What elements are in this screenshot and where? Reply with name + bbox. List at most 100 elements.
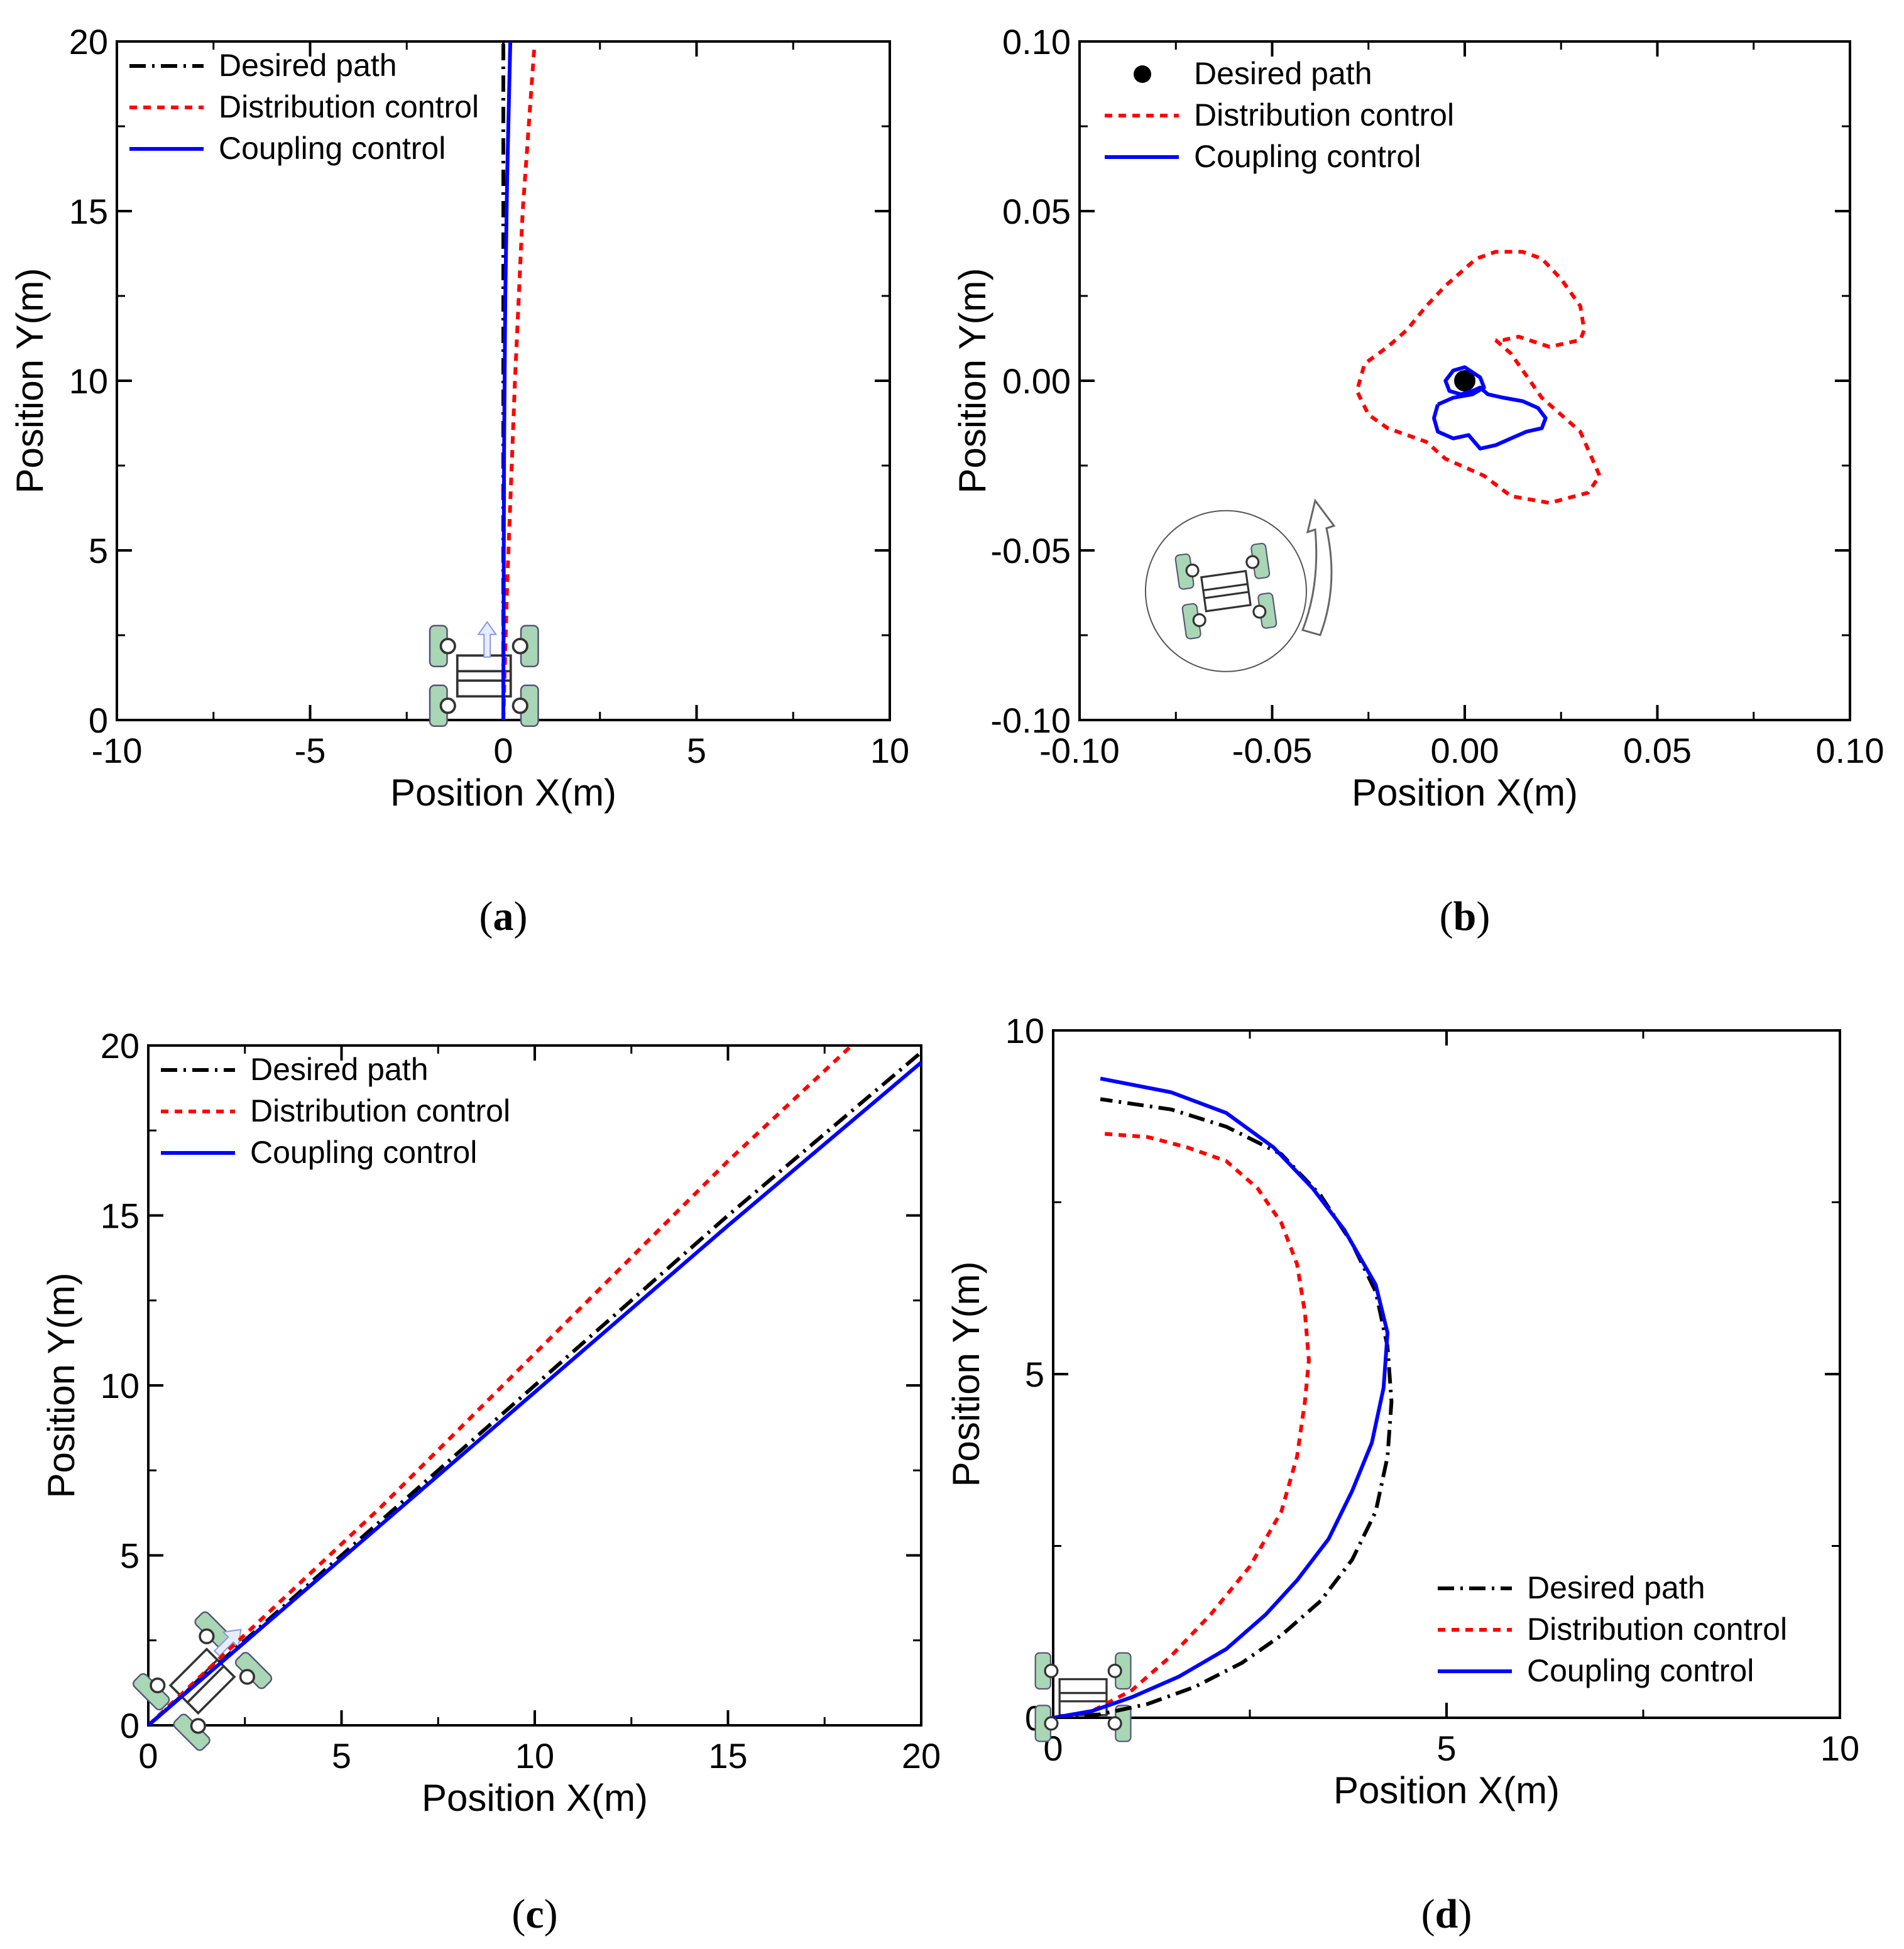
y-axis-title: Position Y(m) [40,1272,82,1498]
legend-label: Desired path [1527,1570,1705,1605]
x-axis-title: Position X(m) [1352,772,1578,814]
distribution-control-line [1355,249,1602,505]
legend: Desired path Distribution control Coupling… [129,48,479,166]
robot-joint [512,638,528,655]
rotation-arrow-icon [1301,498,1336,636]
robot-chassis [1200,570,1252,613]
robot-joint [1252,604,1267,619]
legend-label: Desired path [219,48,397,83]
x-tick-label: 10 [1820,1728,1859,1768]
y-axis-title: Position Y(m) [9,268,51,493]
x-tick-label: 5 [1436,1728,1456,1768]
robot-wheel [234,1652,273,1690]
x-tick-label: -0.10 [1039,731,1120,770]
x-tick-label: 0 [493,731,513,770]
desired-point [1454,370,1475,391]
y-tick-label: 5 [89,531,108,571]
y-tick-label: 5 [120,1536,140,1576]
robot-joint [439,697,456,714]
x-tick-label: 0.00 [1431,731,1499,770]
y-tick-label: 0.10 [1002,22,1071,62]
heading-arrow-icon [477,621,498,658]
x-tick-label: 5 [332,1736,351,1776]
y-tick-label: 10 [1005,1011,1044,1051]
legend: Desired path Distribution control Coupling… [1105,56,1454,174]
legend-label: Distribution control [250,1093,510,1128]
y-tick-label: 10 [101,1366,140,1406]
panel-b: -0.10 -0.05 0.00 0.05 0.10 -0.10 -0.05 0.00 0.05… [951,22,1885,939]
robot-icon [1174,542,1278,640]
y-tick-label: 20 [101,1026,140,1066]
y-axis-title: Position Y(m) [945,1261,987,1487]
robot-joint [199,1628,215,1644]
coupling-control-line [501,41,513,720]
y-tick-label: 5 [1025,1355,1044,1394]
x-axis-title: Position X(m) [390,772,616,814]
x-tick-label: 10 [515,1736,554,1776]
y-axis-title: Position Y(m) [951,268,993,493]
rotation-circle [1144,510,1307,672]
plot-data [1355,249,1602,505]
distribution-control-line [148,1045,853,1725]
legend-label: Desired path [1194,56,1372,91]
plot-data [501,41,537,720]
robot-joint [190,1718,206,1734]
y-tick-label: 20 [69,22,108,62]
robot-joint [439,638,456,655]
distribution-control-line [1053,1132,1311,1718]
robot-chassis [1058,1678,1108,1717]
coupling-control-line [1432,365,1548,450]
robot-joint [1044,1663,1059,1678]
plot-data [148,1045,921,1725]
y-tick-label: 15 [101,1196,140,1236]
desired-path-line [1053,1097,1394,1718]
x-tick-label: 0 [138,1736,158,1776]
legend-marker [1134,65,1151,83]
plot-data [1053,1076,1394,1718]
legend-label: Coupling control [1194,139,1421,174]
robot-joint [1044,1716,1059,1731]
robot-joint [512,697,528,714]
robot-wheel [173,1713,211,1751]
legend-label: Distribution control [219,89,479,124]
panel-caption: (b) [1440,893,1491,939]
robot-joint [1192,613,1206,628]
legend-label: Distribution control [1194,97,1454,133]
x-tick-label: 10 [870,731,909,770]
y-tick-label: 10 [69,361,108,401]
x-axis-title: Position X(m) [422,1777,648,1819]
coupling-control-line [1053,1076,1390,1718]
y-tick-label: 0 [89,701,108,740]
legend-label: Coupling control [1527,1653,1754,1688]
legend-label: Distribution control [1527,1612,1787,1647]
robot-joint [1107,1663,1122,1678]
x-tick-label: -5 [295,731,326,770]
x-tick-label: 20 [902,1736,941,1776]
robot-joint [239,1669,255,1685]
robot-beam [1203,583,1248,592]
panel-a: -10 -5 0 5 10 0 5 10 15 20 Position X(m) Position Y… [9,22,909,939]
x-tick-label: 0.10 [1816,731,1885,770]
legend-label: Desired path [250,1052,429,1087]
robot-icon [133,1611,273,1751]
y-tick-label: -0.05 [990,531,1071,571]
legend: Desired path Distribution control Coupling… [161,1052,510,1170]
y-tick-label: 15 [69,192,108,231]
panel-caption: (a) [479,893,528,939]
x-tick-label: 0.05 [1623,731,1692,770]
y-tick-label: 0 [120,1706,140,1745]
panel-caption: (c) [512,1891,557,1937]
y-tick-label: 0.00 [1002,361,1071,401]
coupling-control-line [148,1061,921,1725]
panel-caption: (d) [1421,1891,1472,1937]
robot-joint [1185,563,1200,578]
y-tick-label: 0.05 [1002,192,1071,231]
robot-icon [1034,1652,1132,1742]
robot-beam [187,1665,225,1703]
x-tick-label: -10 [92,731,143,770]
legend-label: Coupling control [219,131,446,166]
legend-label: Coupling control [250,1135,477,1170]
x-axis-title: Position X(m) [1333,1769,1560,1811]
